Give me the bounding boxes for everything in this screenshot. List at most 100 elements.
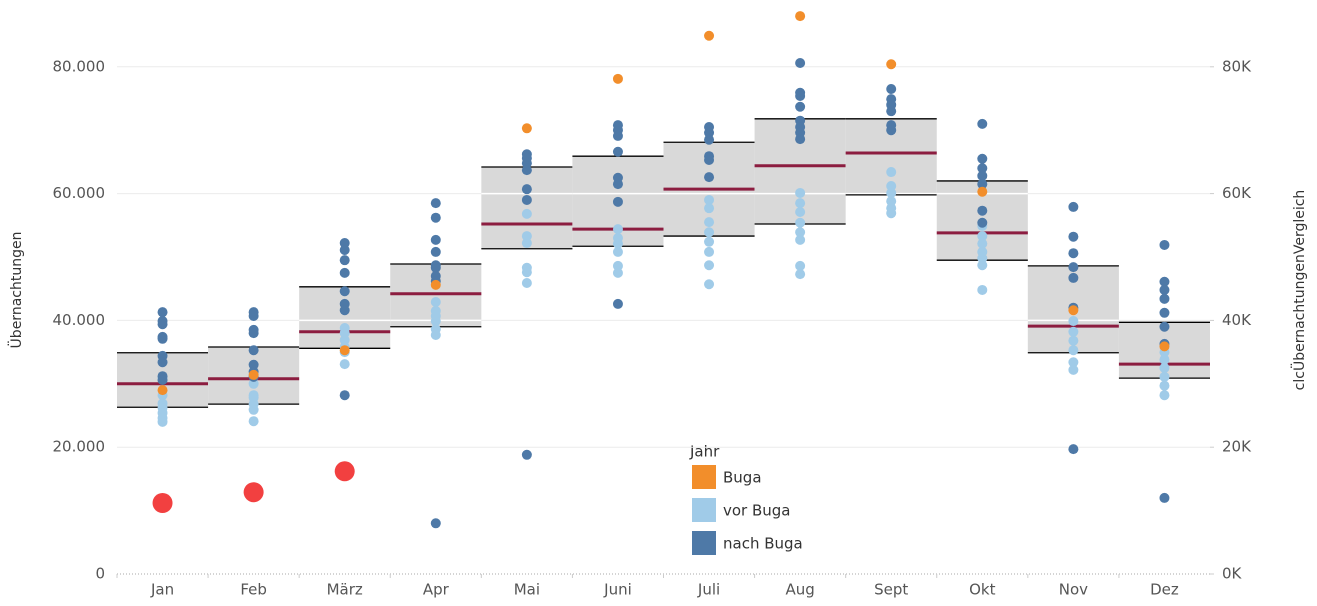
comparison-point <box>334 461 355 482</box>
point <box>704 30 715 41</box>
point <box>339 328 350 339</box>
x-tick-label: Apr <box>423 581 450 599</box>
point <box>430 246 441 257</box>
point <box>1159 293 1170 304</box>
point <box>1068 272 1079 283</box>
point <box>704 154 715 165</box>
x-tick-label: Juli <box>697 581 720 599</box>
point <box>1159 239 1170 250</box>
y2-tick-label: 20K <box>1222 438 1252 456</box>
point <box>977 163 988 174</box>
point <box>977 205 988 216</box>
point <box>612 146 623 157</box>
point <box>521 165 532 176</box>
point <box>1068 201 1079 212</box>
y2-tick-label: 60K <box>1222 184 1252 202</box>
point <box>1068 231 1079 242</box>
point <box>1068 335 1079 346</box>
y-tick-label: 20.000 <box>53 438 106 456</box>
point <box>704 227 715 238</box>
point <box>886 167 897 178</box>
point <box>157 307 168 318</box>
point <box>795 57 806 68</box>
point <box>248 416 259 427</box>
point <box>1068 326 1079 337</box>
point <box>612 267 623 278</box>
x-tick-label: Mai <box>514 581 540 599</box>
point <box>704 172 715 183</box>
point <box>248 378 259 389</box>
point <box>1159 341 1170 352</box>
comparison-point <box>243 482 264 503</box>
point <box>612 298 623 309</box>
point <box>795 227 806 238</box>
point <box>1068 262 1079 273</box>
point <box>157 385 168 396</box>
point <box>521 231 532 242</box>
point <box>977 217 988 228</box>
point <box>521 194 532 205</box>
y-tick-label: 60.000 <box>53 184 106 202</box>
point <box>430 316 441 327</box>
point <box>430 518 441 529</box>
point <box>157 416 168 427</box>
point <box>1159 276 1170 287</box>
y-tick-label: 0 <box>95 565 105 583</box>
point <box>430 198 441 209</box>
point <box>704 236 715 247</box>
x-tick-label: Nov <box>1059 581 1088 599</box>
point <box>1159 284 1170 295</box>
point <box>248 310 259 321</box>
point <box>977 253 988 264</box>
point <box>977 260 988 271</box>
point <box>430 297 441 308</box>
point <box>430 212 441 223</box>
point <box>339 245 350 256</box>
point <box>704 134 715 145</box>
point <box>612 179 623 190</box>
point <box>612 224 623 235</box>
point <box>339 267 350 278</box>
point <box>1068 444 1079 455</box>
point <box>795 134 806 145</box>
point <box>795 90 806 101</box>
point <box>521 267 532 278</box>
point <box>430 234 441 245</box>
x-tick-label: Jan <box>150 581 174 599</box>
x-tick-label: März <box>327 581 363 599</box>
point <box>521 123 532 134</box>
point <box>977 179 988 190</box>
legend-swatch <box>692 531 716 555</box>
point <box>339 335 350 346</box>
y-tick-label: 40.000 <box>53 311 106 329</box>
x-tick-label: Okt <box>969 581 995 599</box>
point <box>1159 307 1170 318</box>
point <box>704 279 715 290</box>
point <box>886 187 897 198</box>
point <box>157 374 168 385</box>
point <box>795 206 806 217</box>
point <box>339 359 350 370</box>
point <box>612 196 623 207</box>
point <box>704 194 715 205</box>
y2-tick-label: 40K <box>1222 311 1252 329</box>
point <box>977 284 988 295</box>
point <box>248 328 259 339</box>
point <box>157 333 168 344</box>
x-tick-label: Feb <box>240 581 267 599</box>
point <box>1068 364 1079 375</box>
point <box>886 106 897 117</box>
point <box>795 217 806 228</box>
point <box>795 234 806 245</box>
point <box>157 357 168 368</box>
y2-axis-title: clcÜbernachtungenVergleich <box>1290 190 1308 391</box>
point <box>339 390 350 401</box>
point <box>521 158 532 169</box>
point <box>886 125 897 136</box>
point <box>430 279 441 290</box>
point <box>704 127 715 138</box>
point <box>612 238 623 249</box>
point <box>248 369 259 380</box>
